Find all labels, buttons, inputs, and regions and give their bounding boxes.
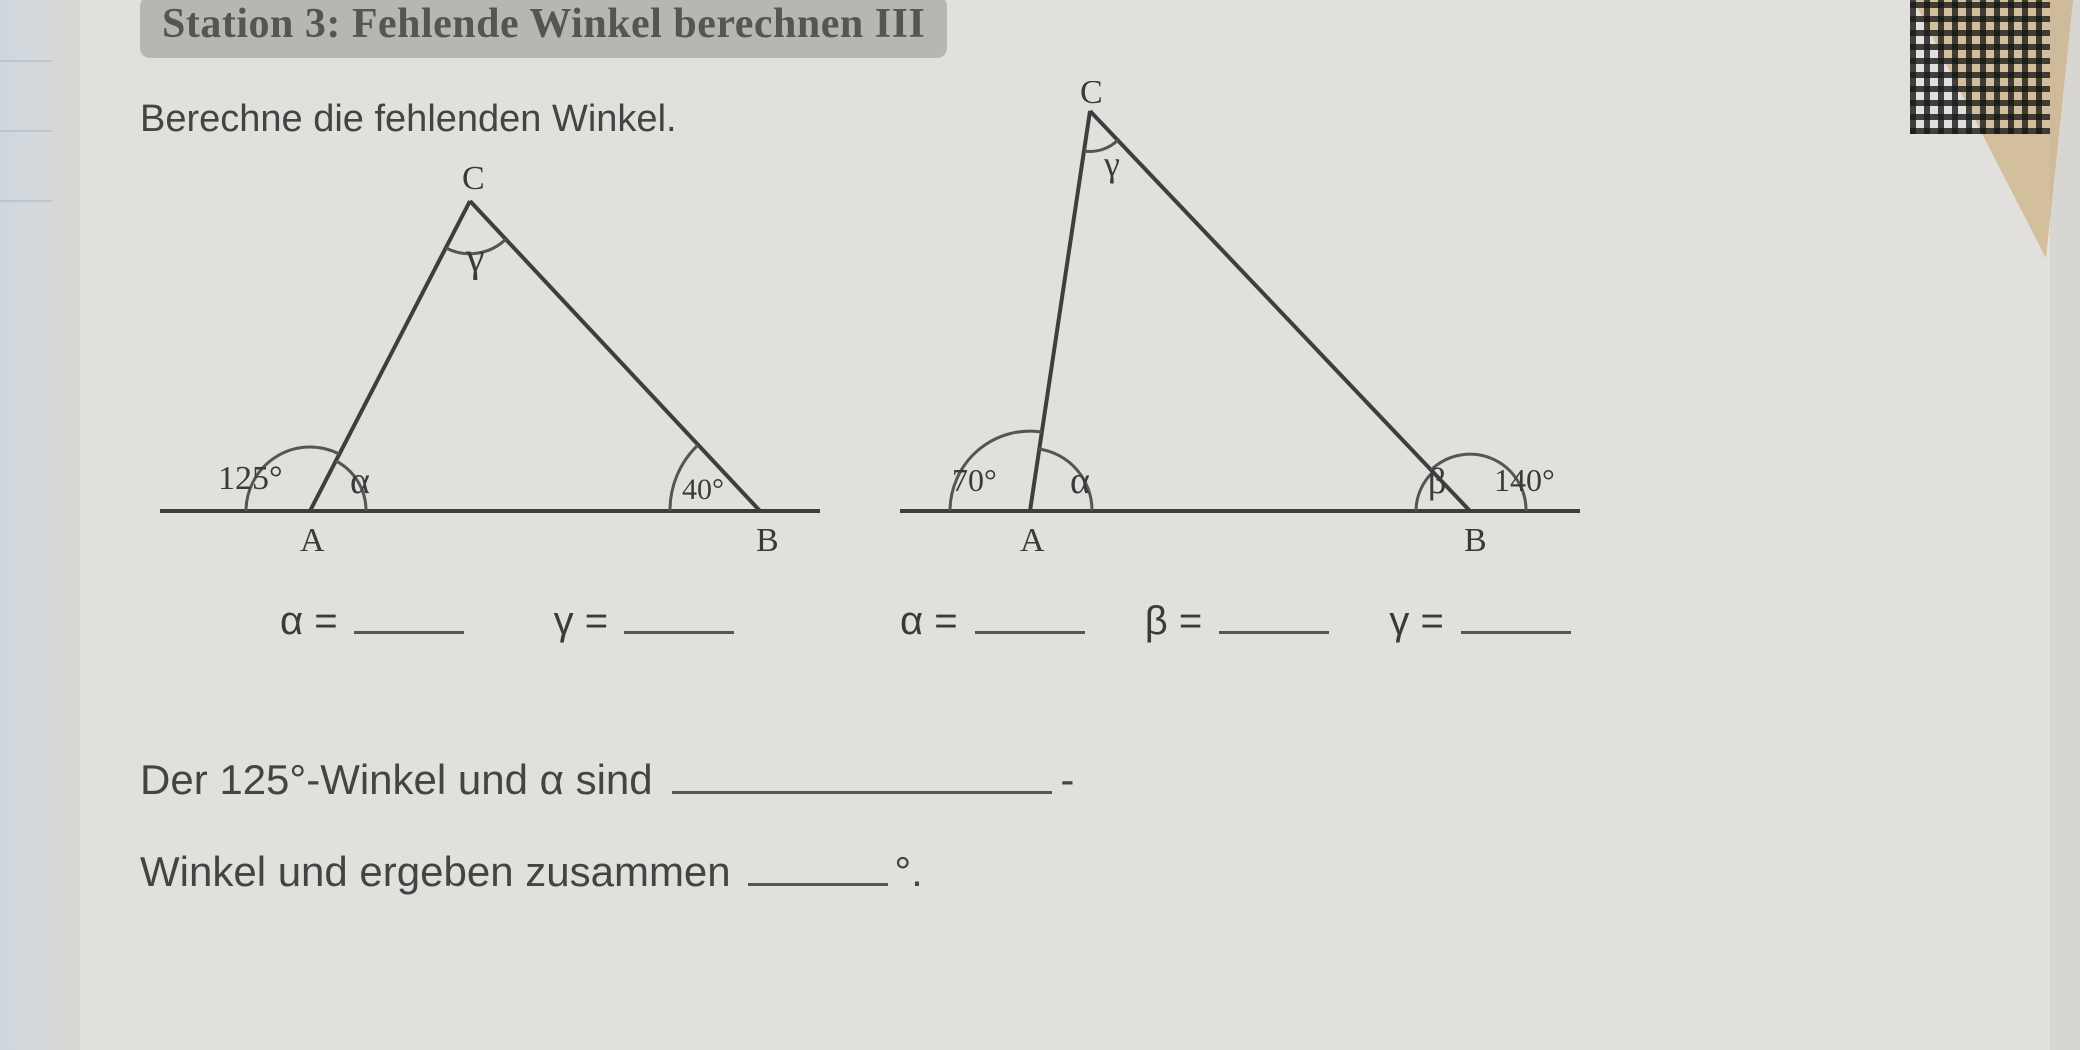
triangle-1-svg: A B C 125° α 40° γ — [140, 151, 840, 581]
sentence-line-2: Winkel und ergeben zusammen °. — [140, 826, 2010, 918]
alpha-prompt: α = — [280, 599, 338, 644]
answer-gamma-2: γ = — [1389, 599, 1571, 644]
triangle-1-answers: α = γ = — [140, 599, 840, 644]
angle-gamma-label: γ — [465, 235, 485, 281]
side-bc — [470, 201, 760, 511]
angle-beta-label: β — [1428, 461, 1446, 501]
vertex-label-c: C — [462, 160, 485, 197]
triangle-2-answers: α = β = γ = — [880, 599, 1600, 644]
line2-prefix: Winkel und ergeben zusammen — [140, 848, 731, 895]
vertex-label-c: C — [1080, 81, 1103, 111]
angle-exterior-a-label: 125° — [218, 460, 283, 497]
notebook-margin — [0, 0, 80, 1050]
vertex-label-b: B — [756, 522, 779, 559]
side-bc — [1090, 111, 1470, 511]
worksheet-page: Station 3: Fehlende Winkel berechnen III… — [80, 0, 2050, 1050]
fill-in-sentences: Der 125°-Winkel und α sind - Winkel und … — [140, 734, 2010, 919]
gamma-prompt: γ = — [554, 599, 608, 644]
ruled-line — [0, 200, 52, 202]
angle-alpha-label: α — [350, 460, 370, 502]
angle-exterior-a-label: 70° — [952, 462, 997, 498]
triangle-2-figure: A B C 70° α β 140° γ α = β = — [880, 81, 1600, 644]
line1-prefix: Der 125°-Winkel und α sind — [140, 756, 653, 803]
line1-suffix: - — [1060, 756, 1074, 803]
figures-row: A B C 125° α 40° γ α = γ = — [140, 151, 2010, 644]
side-ac — [310, 201, 470, 511]
answer-gamma-1: γ = — [554, 599, 734, 644]
sentence-line-1: Der 125°-Winkel und α sind - — [140, 734, 2010, 826]
answer-beta-2: β = — [1145, 599, 1330, 644]
gamma-blank[interactable] — [1461, 626, 1571, 634]
qr-code — [1910, 0, 2050, 134]
gamma-blank[interactable] — [624, 626, 734, 634]
line2-unit: °. — [894, 848, 922, 895]
vertex-label-a: A — [1020, 522, 1045, 559]
side-ac — [1030, 111, 1090, 511]
line1-blank[interactable] — [672, 786, 1052, 794]
ruled-line — [0, 60, 52, 62]
line2-blank[interactable] — [748, 878, 888, 886]
beta-prompt: β = — [1145, 599, 1202, 643]
triangle-1-figure: A B C 125° α 40° γ α = γ = — [140, 151, 840, 644]
alpha-blank[interactable] — [975, 626, 1085, 634]
vertex-label-a: A — [300, 522, 325, 559]
angle-gamma-label: γ — [1103, 144, 1120, 184]
angle-beta-label: 40° — [682, 473, 724, 506]
answer-alpha-1: α = — [280, 599, 464, 644]
angle-exterior-b-label: 140° — [1494, 462, 1555, 498]
ruled-line — [0, 130, 52, 132]
triangle-2-svg: A B C 70° α β 140° γ — [880, 81, 1600, 581]
answer-alpha-2: α = — [900, 599, 1085, 644]
alpha-blank[interactable] — [354, 626, 464, 634]
station-title-banner: Station 3: Fehlende Winkel berechnen III — [140, 0, 947, 58]
alpha-prompt: α = — [900, 599, 958, 643]
vertex-label-b: B — [1464, 522, 1487, 559]
beta-blank[interactable] — [1219, 626, 1329, 634]
gamma-prompt: γ = — [1389, 599, 1443, 643]
angle-alpha-label: α — [1070, 460, 1090, 502]
